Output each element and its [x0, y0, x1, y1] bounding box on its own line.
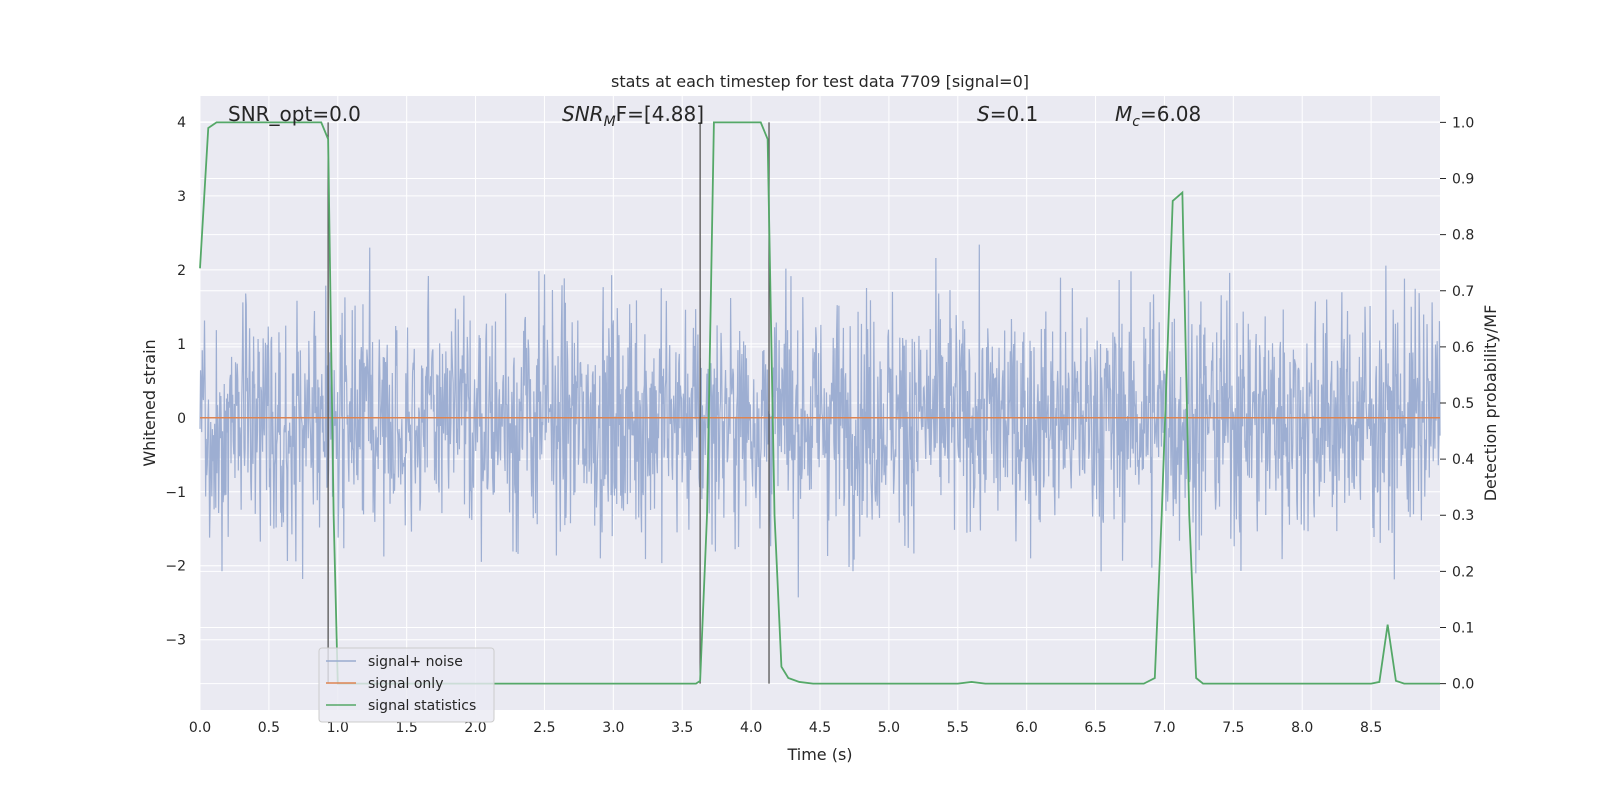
y-tick-label: 0 — [177, 411, 186, 427]
x-tick-label: 8.5 — [1360, 720, 1382, 736]
y2-tick-label: 0.7 — [1452, 284, 1474, 300]
x-tick-label: 6.5 — [1084, 720, 1106, 736]
x-tick-label: 8.0 — [1291, 720, 1313, 736]
y2-tick-label: 0.1 — [1452, 620, 1474, 636]
y2-tick-label: 0.0 — [1452, 677, 1474, 693]
x-tick-label: 7.0 — [1153, 720, 1175, 736]
x-tick-label: 3.5 — [671, 720, 693, 736]
y2-tick-label: 0.8 — [1452, 228, 1474, 244]
series-signal-noise — [199, 244, 1441, 598]
y-tick-label: −1 — [165, 485, 186, 501]
x-tick-label: 4.0 — [740, 720, 762, 736]
y2-tick-label: 0.4 — [1452, 452, 1474, 468]
annotation-mc: Mc=6.08 — [1115, 102, 1201, 130]
y-axis-label: Whitened strain — [140, 339, 159, 466]
x-tick-label: 2.0 — [464, 720, 486, 736]
annotation-snr-mf: SNRMF=[4.88] — [562, 102, 704, 130]
x-tick-label: 6.0 — [1016, 720, 1038, 736]
y-tick-label: 1 — [177, 337, 186, 353]
legend-label-statistics: signal statistics — [368, 698, 476, 714]
x-tick-label: 0.0 — [189, 720, 211, 736]
x-tick-label: 4.5 — [809, 720, 831, 736]
x-tick-label: 1.0 — [327, 720, 349, 736]
y2-tick-label: 0.6 — [1452, 340, 1474, 356]
y2-tick-label: 1.0 — [1452, 115, 1474, 131]
y2-tick-label: 0.3 — [1452, 508, 1474, 524]
x-tick-label: 5.0 — [878, 720, 900, 736]
y-tick-label: −3 — [165, 633, 186, 649]
noise-series — [199, 244, 1441, 598]
y-tick-label: 3 — [177, 189, 186, 205]
x-tick-label: 1.5 — [396, 720, 418, 736]
y2-tick-label: 0.5 — [1452, 396, 1474, 412]
axes: 0.0 0.5 1.0 1.5 2.0 2.5 3.0 3.5 4.0 4.5 5.0 5.5 6.0 6… — [165, 115, 1474, 736]
y2-tick-label: 0.2 — [1452, 564, 1474, 580]
y-tick-label: 2 — [177, 263, 186, 279]
legend-label-signal: signal only — [368, 676, 443, 692]
annotations: SNR_opt=0.0 SNRMF=[4.88] S=0.1 Mc=6.08 — [228, 102, 1201, 130]
x-tick-label: 0.5 — [258, 720, 280, 736]
x-tick-label: 3.0 — [602, 720, 624, 736]
x-axis-label: Time (s) — [786, 745, 852, 764]
legend: signal+ noise signal only signal statist… — [318, 647, 495, 723]
chart-title: stats at each timestep for test data 770… — [611, 72, 1029, 91]
annotation-snr-opt: SNR_opt=0.0 — [228, 102, 361, 126]
y-tick-label: −2 — [165, 559, 186, 575]
y2-axis-label: Detection probability/MF — [1481, 305, 1500, 502]
x-tick-label: 2.5 — [533, 720, 555, 736]
y-tick-label: 4 — [177, 115, 186, 131]
x-tick-label: 7.5 — [1222, 720, 1244, 736]
y2-tick-label: 0.9 — [1452, 172, 1474, 188]
x-tick-label: 5.5 — [947, 720, 969, 736]
legend-label-noise: signal+ noise — [368, 654, 463, 670]
legend-box — [318, 647, 495, 723]
annotation-s: S=0.1 — [977, 102, 1038, 126]
